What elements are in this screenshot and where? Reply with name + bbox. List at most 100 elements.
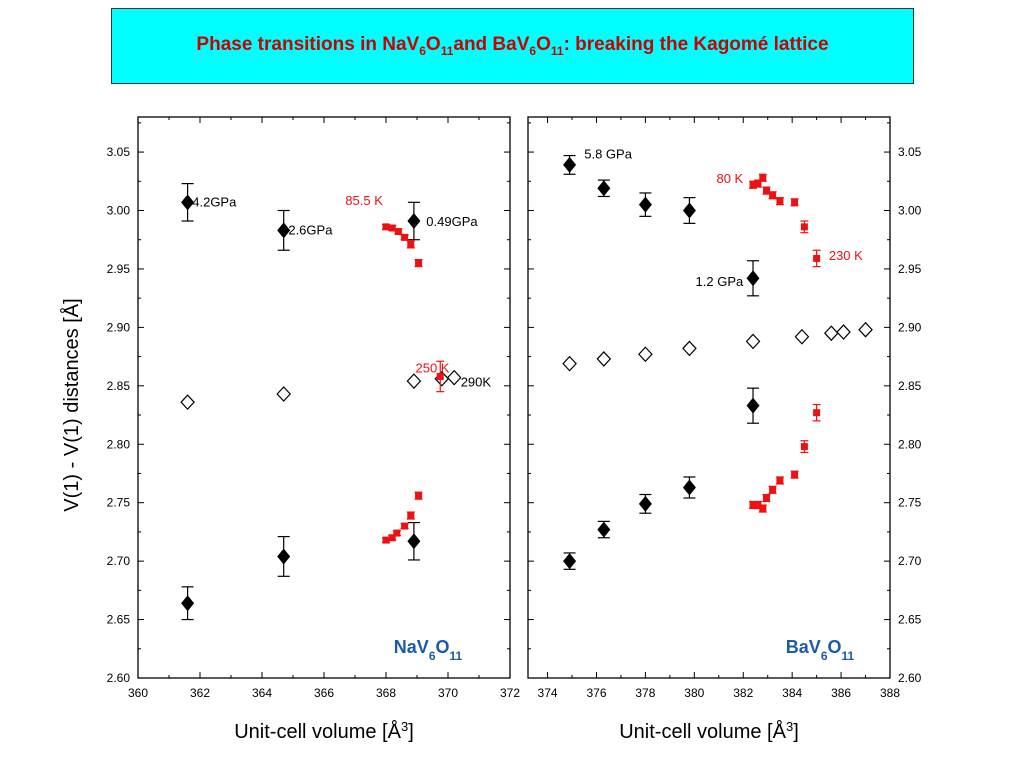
data-point-open-diamond [823,325,839,342]
y-tick-label: 2.90 [898,320,922,334]
y-tick-label: 2.60 [107,671,131,685]
data-point-square [394,228,402,236]
data-point-diamond [181,194,195,211]
data-point-diamond [563,156,577,173]
x-tick-label: 386 [831,686,851,700]
data-point-open-diamond [276,386,292,402]
data-point-square [407,512,415,520]
data-point-square [388,224,396,232]
data-point-square [776,476,784,484]
data-point-square [754,501,762,509]
x-tick-label: 378 [635,686,655,700]
y-tick-label: 2.85 [107,379,131,393]
data-point-diamond [597,521,611,538]
data-point-square [436,372,444,380]
annotation-label: 80 K [716,171,743,186]
y-tick-label: 2.65 [107,613,131,627]
panel-nav6o11: 360 362 364 366 368 370 372 2.60 2.65 2.70 2.75 2.8… [107,116,520,744]
data-point-open-diamond [836,324,851,340]
annotation-label: 250 K [416,360,450,375]
data-point-diamond [277,222,291,239]
x-tick-label: 372 [500,686,520,700]
data-point-square [813,254,821,262]
y-tick-label: 3.00 [898,204,922,218]
annotation-label: 4.2GPa [192,194,237,209]
data-point-diamond [407,213,421,230]
y-axis-label: V(1) - V(1) distances [Å] [60,298,83,511]
data-point-open-diamond [562,355,577,372]
annotation-label: 290K [461,374,492,389]
data-point-open-diamond [180,394,195,411]
data-point-open-diamond [406,373,422,390]
data-point-open-diamond [596,351,612,367]
annotation-label: 5.8 GPa [584,146,632,161]
title-banner: Phase transitions in NaV6O11and BaV6O11:… [111,8,914,84]
y-tick-label: 2.75 [898,496,922,510]
compound-label: BaV6O11 [786,637,855,663]
data-point-square [762,494,770,502]
y-tick-label: 2.85 [898,379,922,393]
data-point-diamond [638,495,652,512]
data-point-square [382,223,390,231]
data-point-diamond [746,270,760,287]
data-point-square [754,180,762,188]
data-point-square [382,536,390,544]
data-point-square [759,505,767,513]
data-point-square [813,409,821,417]
x-tick-label: 360 [128,686,148,700]
data-point-open-diamond [794,328,810,345]
data-point-square [401,233,409,241]
data-point-square [769,191,777,199]
data-point-square [800,223,808,231]
annotation-label: 85.5 K [345,193,383,208]
annotation-label: 1.2 GPa [696,274,744,289]
data-point-square [393,529,401,537]
y-tick-label: 3.00 [107,204,131,218]
data-point-open-diamond [745,333,761,350]
data-point-square [791,198,799,206]
annotation-label: 2.6GPa [288,222,333,237]
data-point-open-diamond [682,340,697,357]
x-tick-label: 380 [684,686,704,700]
x-tick-label: 376 [586,686,606,700]
data-point-open-diamond [638,346,653,363]
data-point-square [388,534,396,542]
y-tick-label: 2.65 [898,613,922,627]
x-tick-label: 382 [733,686,753,700]
data-point-open-diamond [446,369,462,386]
data-point-open-diamond [858,321,873,338]
plot-frame [527,116,891,679]
data-point-square [415,259,423,267]
y-tick-label: 2.95 [107,262,131,276]
data-point-square [415,492,423,500]
x-tick-label: 364 [252,686,272,700]
data-point-square [749,501,757,509]
data-point-diamond [181,595,195,612]
x-axis-label: Unit-cell volume [Å3] [234,719,414,744]
y-tick-label: 3.05 [898,145,922,159]
y-tick-label: 2.80 [898,437,922,451]
y-tick-label: 2.70 [898,554,922,568]
y-tick-label: 2.70 [107,554,131,568]
data-point-square [407,240,415,248]
x-tick-label: 370 [438,686,458,700]
data-point-square [791,471,799,479]
data-point-diamond [682,479,696,496]
x-axis-label: Unit-cell volume [Å3] [619,719,799,744]
y-tick-label: 2.60 [898,671,922,685]
data-point-square [776,197,784,205]
x-tick-label: 366 [314,686,334,700]
x-tick-label: 368 [376,686,396,700]
x-tick-label: 362 [190,686,210,700]
x-tick-label: 374 [538,686,558,700]
data-point-square [800,443,808,451]
data-point-square [769,486,777,494]
data-point-square [759,174,767,182]
data-point-diamond [746,397,760,414]
data-point-diamond [682,202,696,219]
x-tick-label: 388 [880,686,900,700]
y-tick-label: 2.80 [107,437,131,451]
annotation-label: 230 K [829,248,863,263]
